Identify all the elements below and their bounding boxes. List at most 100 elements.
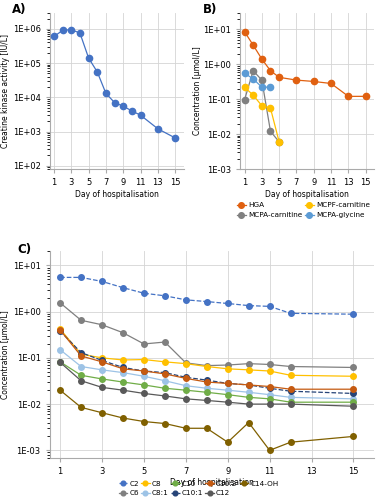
C14-OH	[204, 426, 209, 432]
C6	[58, 300, 62, 306]
Text: B): B)	[202, 3, 217, 16]
MCPA-glycine	[259, 84, 264, 90]
Line: C6: C6	[57, 300, 356, 370]
C8:1	[100, 367, 104, 373]
Legend: C2, C6, C8, C8:1, C10, C10:1, C10:2, C12, C14-OH: C2, C6, C8, C8:1, C10, C10:1, C10:2, C12…	[118, 480, 279, 496]
Legend: HGA, MCPA-carnitine, MCPF-carnitine, MCPA-glycine: HGA, MCPA-carnitine, MCPF-carnitine, MCP…	[237, 202, 370, 218]
C10:2	[121, 366, 125, 372]
C12	[142, 390, 146, 396]
Line: MCPA-glycine: MCPA-glycine	[241, 70, 274, 90]
C10:1	[267, 386, 272, 392]
C6	[79, 318, 83, 324]
HGA	[242, 28, 247, 34]
MCPF-carnitine	[251, 92, 256, 98]
C8:1	[142, 374, 146, 380]
C12	[246, 401, 251, 407]
C10:2	[351, 386, 356, 392]
HGA	[259, 56, 264, 62]
C10	[121, 379, 125, 385]
C10	[246, 394, 251, 400]
C2	[246, 302, 251, 308]
C10	[183, 387, 188, 393]
C2	[351, 311, 356, 317]
Line: C12: C12	[57, 360, 356, 409]
MCPA-carnitine	[277, 139, 282, 145]
Y-axis label: Concentration [μmol/L]: Concentration [μmol/L]	[193, 46, 202, 135]
HGA	[268, 68, 273, 73]
C6	[121, 330, 125, 336]
Line: C14-OH: C14-OH	[57, 388, 356, 453]
C10	[351, 399, 356, 405]
C8	[246, 367, 251, 373]
C8	[100, 355, 104, 361]
C8	[267, 368, 272, 374]
C2	[142, 290, 146, 296]
C10	[288, 399, 293, 405]
C6	[267, 362, 272, 368]
C8	[183, 360, 188, 366]
C6	[142, 341, 146, 347]
C2	[225, 300, 230, 306]
C6	[183, 360, 188, 366]
C8	[121, 357, 125, 363]
C6	[351, 364, 356, 370]
C10:2	[225, 380, 230, 386]
C10	[267, 396, 272, 402]
MCPA-carnitine	[259, 77, 264, 83]
C2	[267, 304, 272, 310]
Line: C10:2: C10:2	[57, 328, 356, 392]
C8	[163, 359, 167, 365]
C6	[163, 339, 167, 345]
C10:2	[79, 353, 83, 359]
C10	[58, 359, 62, 365]
C8:1	[58, 346, 62, 352]
C8	[288, 372, 293, 378]
C10:2	[100, 359, 104, 365]
C6	[204, 362, 209, 368]
Line: C10: C10	[57, 359, 356, 405]
Line: MCPF-carnitine: MCPF-carnitine	[241, 84, 282, 145]
C12	[351, 403, 356, 409]
C14-OH	[58, 387, 62, 393]
HGA	[251, 42, 256, 48]
X-axis label: Day of hospitalisation: Day of hospitalisation	[75, 190, 159, 199]
Line: C2: C2	[57, 274, 356, 317]
C14-OH	[351, 434, 356, 440]
C2	[183, 297, 188, 303]
MCPF-carnitine	[259, 102, 264, 108]
C14-OH	[163, 420, 167, 426]
C10:1	[246, 382, 251, 388]
C2	[163, 293, 167, 299]
HGA	[311, 78, 316, 84]
C8:1	[163, 378, 167, 384]
C10:1	[204, 377, 209, 383]
C10	[100, 376, 104, 382]
HGA	[294, 77, 299, 83]
C6	[288, 364, 293, 370]
C10	[225, 392, 230, 398]
C2	[204, 298, 209, 304]
C8:1	[183, 382, 188, 388]
Y-axis label: Concentration [μmol/L]: Concentration [μmol/L]	[1, 310, 10, 399]
C10	[142, 382, 146, 388]
C10	[163, 386, 167, 392]
C8:1	[121, 370, 125, 376]
C10:2	[204, 379, 209, 385]
Line: MCPA-carnitine: MCPA-carnitine	[241, 68, 282, 145]
Line: HGA: HGA	[241, 28, 369, 100]
C2	[58, 274, 62, 280]
C10:1	[100, 358, 104, 364]
C6	[246, 360, 251, 366]
C8	[351, 374, 356, 380]
C10:2	[246, 382, 251, 388]
C10	[204, 390, 209, 396]
C12	[163, 393, 167, 399]
MCPA-carnitine	[251, 68, 256, 73]
C14-OH	[183, 426, 188, 432]
C10:1	[183, 374, 188, 380]
C14-OH	[267, 448, 272, 454]
MCPA-carnitine	[268, 128, 273, 134]
HGA	[277, 74, 282, 80]
MCPA-carnitine	[242, 97, 247, 103]
HGA	[346, 94, 351, 100]
